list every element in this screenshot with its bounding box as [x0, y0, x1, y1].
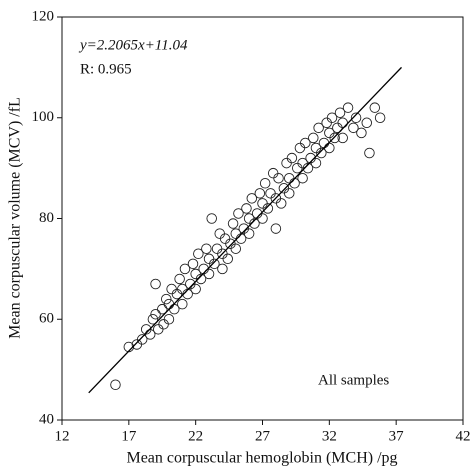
point	[166, 283, 177, 295]
point	[147, 314, 159, 325]
point	[230, 243, 242, 254]
y-axis-label: Mean corpuscular volume (MCV) /fL	[7, 97, 24, 339]
point	[241, 203, 252, 214]
point	[310, 157, 322, 169]
point	[150, 278, 161, 290]
x-tick-label: 12	[55, 428, 70, 444]
point	[334, 107, 346, 118]
y-tick-label: 60	[39, 311, 54, 327]
point	[286, 152, 298, 164]
x-tick-label: 37	[389, 428, 405, 444]
point	[219, 233, 231, 244]
point	[131, 339, 143, 350]
point	[361, 117, 373, 129]
point	[161, 293, 172, 305]
equation: y=2.2065x+11.04	[78, 37, 188, 53]
point	[217, 263, 228, 275]
x-tick-label: 32	[322, 428, 337, 444]
point	[337, 117, 348, 129]
point	[214, 228, 225, 239]
fit-line	[88, 66, 402, 394]
x-tick-label: 17	[121, 428, 137, 444]
point	[211, 243, 223, 254]
point	[283, 188, 295, 199]
x-tick-label: 27	[255, 428, 271, 444]
point	[329, 132, 340, 144]
x-axis-label: Mean corpuscular hemoglobin (MCH) /pg	[126, 450, 397, 467]
point	[267, 167, 279, 179]
point	[294, 142, 306, 154]
point	[187, 258, 199, 270]
sample-label: All samples	[318, 372, 389, 388]
plot-frame	[61, 16, 464, 421]
point	[150, 308, 161, 320]
point	[179, 263, 191, 275]
point	[337, 132, 348, 144]
point	[209, 258, 220, 270]
point	[257, 213, 268, 224]
point	[369, 102, 381, 113]
point	[254, 188, 266, 199]
point	[233, 208, 244, 219]
point	[163, 314, 175, 325]
point	[316, 147, 327, 159]
point	[324, 142, 335, 154]
point	[203, 253, 215, 265]
point	[270, 223, 282, 234]
point	[243, 228, 255, 239]
y-tick-label: 100	[32, 109, 55, 125]
point	[259, 177, 271, 189]
point	[318, 137, 330, 149]
point	[342, 102, 354, 113]
point	[297, 172, 308, 184]
point	[308, 132, 319, 144]
point	[313, 122, 324, 134]
point	[206, 213, 217, 224]
point	[225, 238, 236, 249]
point	[177, 298, 188, 310]
point	[273, 172, 284, 184]
y-tick-label: 80	[39, 210, 54, 226]
point	[350, 112, 362, 123]
point	[265, 188, 276, 199]
point	[158, 319, 169, 330]
point	[195, 273, 207, 285]
point	[300, 137, 311, 149]
point	[222, 253, 233, 265]
point	[281, 157, 292, 169]
point	[257, 198, 268, 209]
point	[278, 183, 290, 194]
point	[275, 198, 287, 209]
point	[110, 379, 121, 390]
point	[136, 334, 148, 345]
point	[302, 162, 314, 174]
point	[374, 112, 386, 123]
point	[246, 193, 258, 204]
point	[249, 218, 260, 229]
point	[193, 248, 204, 260]
r-value: R: 0.965	[80, 61, 132, 77]
point	[321, 117, 332, 129]
y-tick-label: 120	[32, 8, 55, 24]
point	[190, 283, 201, 295]
point	[364, 147, 375, 159]
point	[326, 112, 338, 123]
point	[152, 324, 164, 335]
y-tick-label: 40	[39, 411, 54, 427]
point	[201, 243, 212, 254]
point	[156, 303, 168, 315]
point	[227, 218, 239, 229]
point	[174, 273, 185, 285]
x-tick-label: 22	[188, 428, 203, 444]
x-tick-label: 42	[456, 428, 471, 444]
point	[356, 127, 367, 139]
point	[348, 122, 359, 134]
point	[262, 203, 274, 214]
point	[203, 268, 215, 280]
